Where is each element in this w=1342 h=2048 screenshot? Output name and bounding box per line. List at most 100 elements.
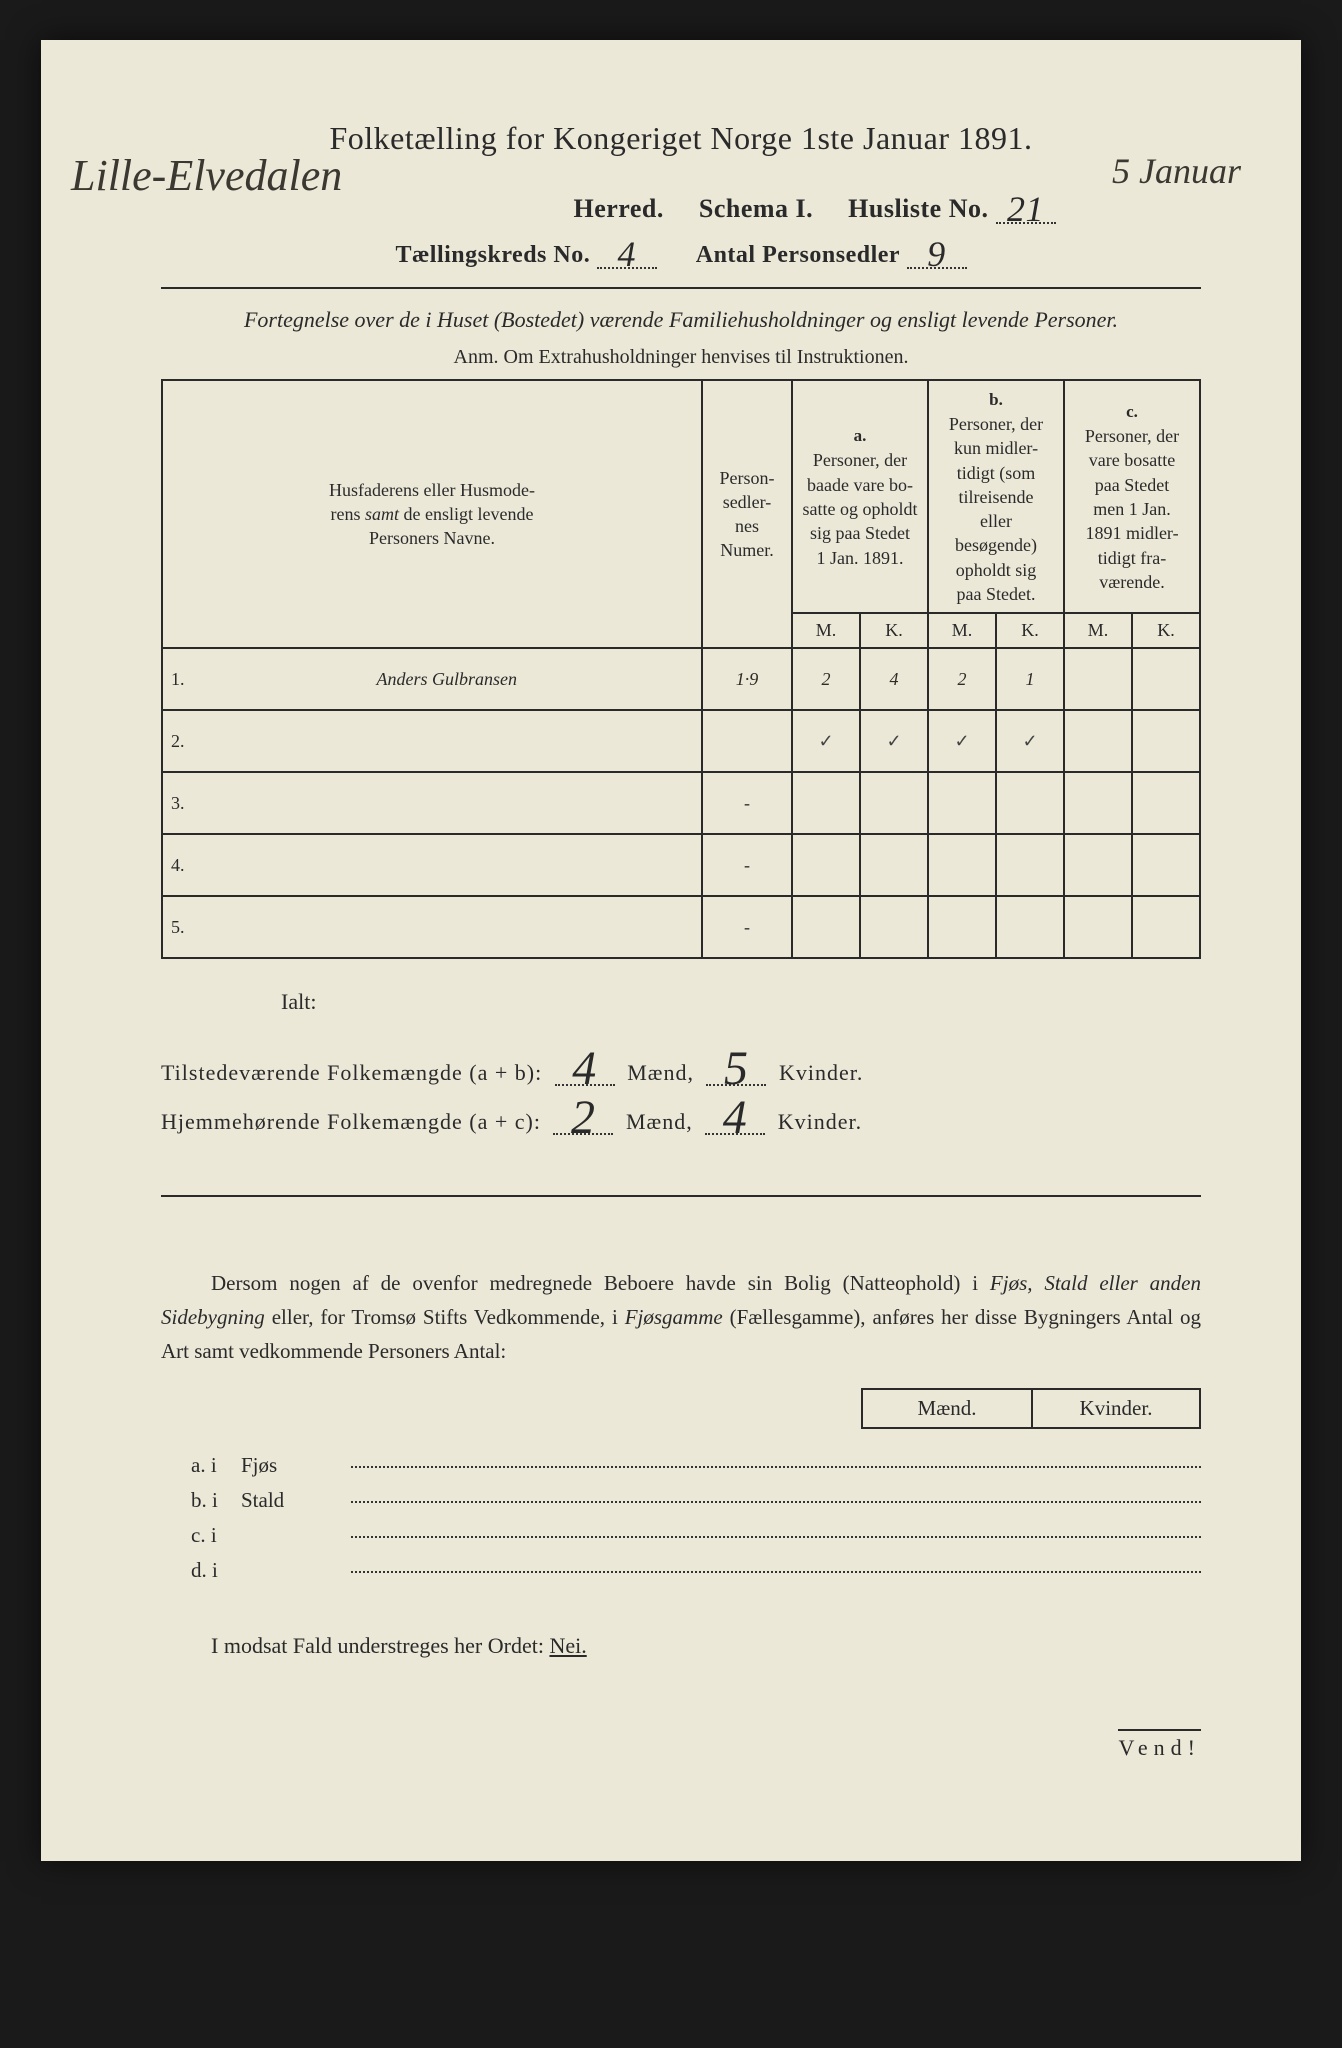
totals-line2-m: 2 [553, 1104, 613, 1135]
sub-pre: a. i [161, 1453, 241, 1478]
row-num: 4. [162, 834, 193, 896]
sub-row: d. i [161, 1558, 1201, 1583]
main-table: Husfaderens eller Husmode-rens samt de e… [161, 379, 1201, 959]
anm-text: Anm. Om Extrahusholdninger henvises til … [161, 346, 1201, 369]
row-aM: ✓ [792, 710, 860, 772]
row-aK [860, 834, 928, 896]
col-numer-header: Person-sedler-nesNumer. [702, 380, 792, 648]
antal-label: Antal Personsedler [696, 242, 900, 268]
table-row: 4. - [162, 834, 1200, 896]
herred-label: Herred. [574, 194, 664, 223]
sub-lab: Stald [241, 1488, 351, 1513]
husliste-label: Husliste No. [848, 194, 988, 223]
nei-line: I modsat Fald understreges her Ordet: Ne… [161, 1633, 1201, 1659]
header-line-3: Tællingskreds No. 4 Antal Personsedler 9 [161, 238, 1201, 269]
row-name: Anders Gulbransen [193, 648, 703, 710]
sub-dots [351, 1536, 1201, 1538]
sub-kvinder-header: Kvinder. [1031, 1388, 1201, 1429]
row-bK: ✓ [996, 710, 1064, 772]
sub-lab: Fjøs [241, 1453, 351, 1478]
row-bM [928, 834, 996, 896]
row-aK: ✓ [860, 710, 928, 772]
nei-word: Nei. [549, 1633, 586, 1658]
totals-block: Tilstedeværende Folkemængde (a + b): 4 M… [161, 1051, 1201, 1135]
row-num: 3. [162, 772, 193, 834]
row-bM: ✓ [928, 710, 996, 772]
totals-line1-m: 4 [555, 1055, 615, 1086]
row-bK [996, 896, 1064, 958]
row-name [193, 834, 703, 896]
sub-row: a. i Fjøs [161, 1453, 1201, 1478]
sub-dots [351, 1571, 1201, 1573]
row-bM [928, 896, 996, 958]
col-c-m: M. [1064, 613, 1132, 648]
row-aM [792, 772, 860, 834]
row-name [193, 710, 703, 772]
row-cK [1132, 648, 1200, 710]
date-handwritten: 5 Januar [1112, 150, 1241, 192]
col-b-k: K. [996, 613, 1064, 648]
sub-dots [351, 1466, 1201, 1468]
census-form-page: Folketælling for Kongeriget Norge 1ste J… [41, 40, 1301, 1861]
ialt-label: Ialt: [161, 989, 1201, 1015]
table-row: 3. - [162, 772, 1200, 834]
sub-pre: b. i [161, 1488, 241, 1513]
totals-line2-label: Hjemmehørende Folkemængde (a + c): [161, 1109, 541, 1135]
row-numer: 1·9 [702, 648, 792, 710]
row-bK [996, 772, 1064, 834]
row-num: 1. [162, 648, 193, 710]
row-name [193, 772, 703, 834]
row-bK: 1 [996, 648, 1064, 710]
col-name-header: Husfaderens eller Husmode-rens samt de e… [162, 380, 702, 648]
sub-dots [351, 1501, 1201, 1503]
row-cK [1132, 896, 1200, 958]
row-aK: 4 [860, 648, 928, 710]
row-numer: - [702, 896, 792, 958]
col-a-k: K. [860, 613, 928, 648]
maend-label: Mænd, [626, 1109, 693, 1134]
vend-label: Vend! [1118, 1729, 1201, 1761]
totals-line1-k: 5 [706, 1055, 766, 1086]
paragraph-text: Dersom nogen af de ovenfor medregnede Be… [161, 1267, 1201, 1368]
row-cM [1064, 834, 1132, 896]
row-bM [928, 772, 996, 834]
fortegnelse-text: Fortegnelse over de i Huset (Bostedet) v… [161, 303, 1201, 336]
kreds-label: Tællingskreds No. [395, 242, 590, 268]
row-cK [1132, 834, 1200, 896]
col-a-m: M. [792, 613, 860, 648]
row-bM: 2 [928, 648, 996, 710]
antal-no: 9 [907, 242, 967, 269]
sub-maend-header: Mænd. [861, 1388, 1031, 1429]
sub-table-header: Mænd. Kvinder. [161, 1388, 1201, 1429]
row-cM [1064, 710, 1132, 772]
row-aM [792, 834, 860, 896]
totals-line1-label: Tilstedeværende Folkemængde (a + b): [161, 1060, 542, 1086]
maend-label: Mænd, [627, 1060, 694, 1085]
table-row: 5. - [162, 896, 1200, 958]
row-aK [860, 896, 928, 958]
divider-1 [161, 287, 1201, 289]
row-cM [1064, 648, 1132, 710]
row-aK [860, 772, 928, 834]
row-aM [792, 896, 860, 958]
schema-label: Schema I. [699, 194, 813, 223]
row-aM: 2 [792, 648, 860, 710]
row-cK [1132, 772, 1200, 834]
col-c-header: c. Personer, dervare bosattepaa Stedetme… [1064, 380, 1200, 613]
row-cM [1064, 896, 1132, 958]
row-cK [1132, 710, 1200, 772]
kreds-no: 4 [597, 242, 657, 269]
husliste-no: 21 [996, 197, 1056, 224]
sub-table: a. i Fjøs b. i Stald c. i d. i [161, 1453, 1201, 1583]
row-bK [996, 834, 1064, 896]
table-row: 2. ✓ ✓ ✓ ✓ [162, 710, 1200, 772]
sub-row: b. i Stald [161, 1488, 1201, 1513]
col-b-m: M. [928, 613, 996, 648]
row-cM [1064, 772, 1132, 834]
divider-2 [161, 1195, 1201, 1197]
sub-pre: c. i [161, 1523, 241, 1548]
herred-handwritten: Lille-Elvedalen [71, 150, 342, 201]
col-b-header: b. Personer, derkun midler-tidigt (somti… [928, 380, 1064, 613]
totals-line2-k: 4 [705, 1104, 765, 1135]
kvinder-label: Kvinder. [779, 1060, 863, 1085]
